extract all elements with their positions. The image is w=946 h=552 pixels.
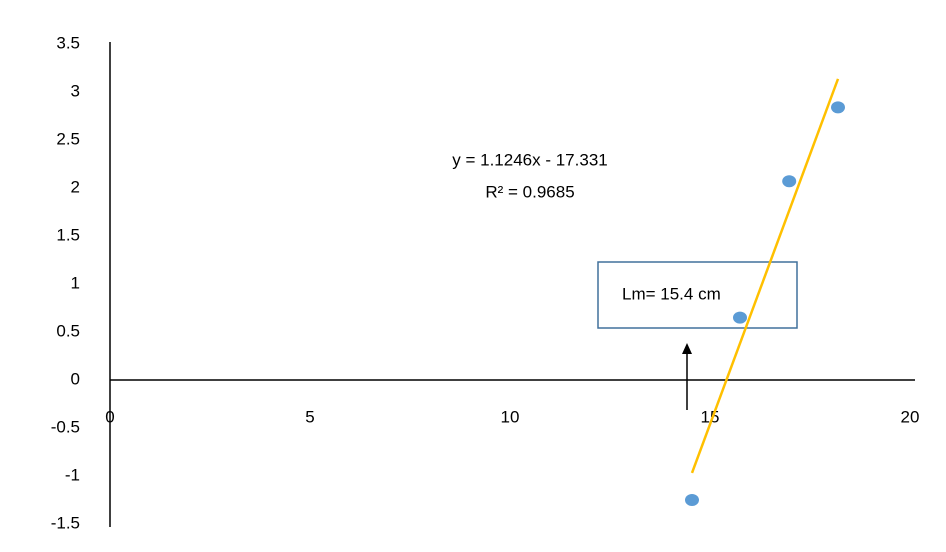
y-tick-label: 2.5 (56, 129, 80, 148)
trendline (690, 78, 840, 474)
x-tick-label: 5 (305, 407, 314, 426)
y-tick-label: 0.5 (56, 321, 80, 340)
x-tick-label: 10 (501, 407, 520, 426)
y-tick-label: 1.5 (56, 225, 80, 244)
point (733, 311, 747, 324)
point (831, 101, 845, 114)
annotation-box (597, 261, 798, 329)
r-squared: R² = 0.9685 (485, 182, 574, 201)
y-tick-label: -1 (65, 465, 80, 484)
y-tick-label: 2 (71, 177, 80, 196)
trend-equation: y = 1.1246x - 17.331 (452, 150, 607, 169)
y-tick-label: 1 (71, 273, 80, 292)
y-tick-label: 0 (71, 369, 80, 388)
y-tick-label: -1.5 (51, 513, 80, 532)
y-tick-label: 3.5 (56, 33, 80, 52)
point (782, 175, 797, 188)
annotation: Lm= 15.4 cm (622, 284, 721, 303)
x-tick-label: 20 (901, 407, 920, 426)
point (685, 494, 699, 506)
y-tick-label: -0.5 (51, 417, 80, 436)
arrow-head (682, 343, 692, 354)
x-tick-label: 0 (105, 407, 114, 426)
y-tick-label: 3 (71, 81, 80, 100)
